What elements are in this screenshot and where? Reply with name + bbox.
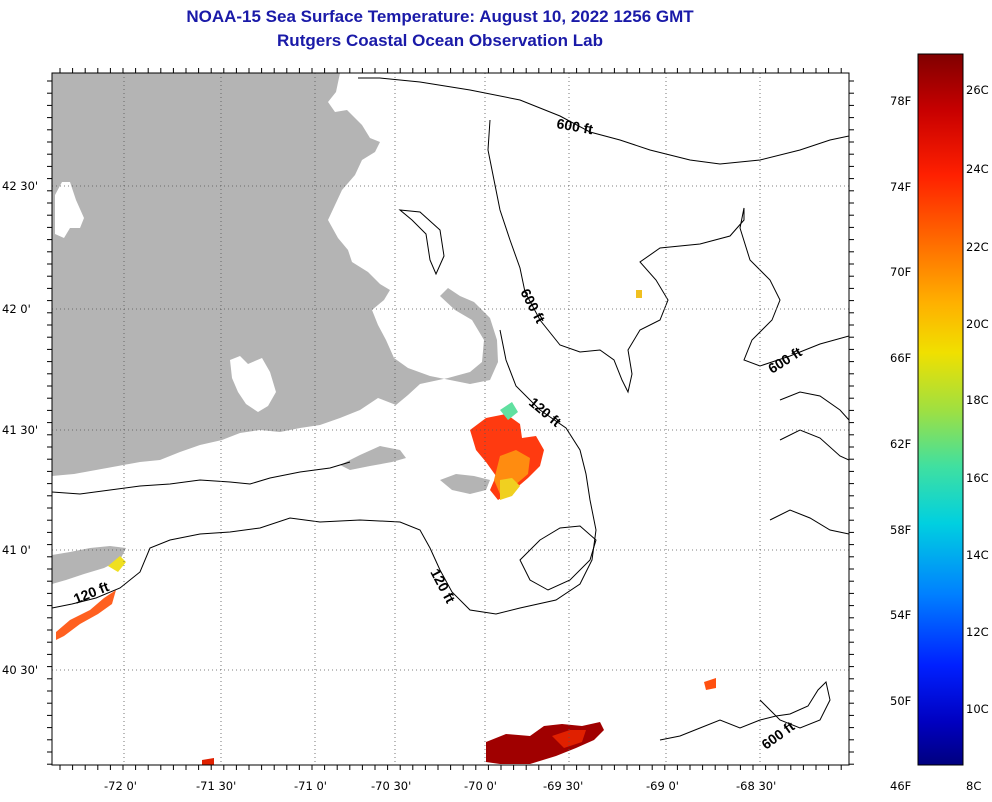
- map-gridlines: [52, 73, 849, 765]
- lat-label: 40 30': [2, 663, 38, 677]
- colorbar-f-label: 74F: [890, 180, 911, 194]
- lon-label: -71 0': [294, 779, 327, 793]
- colorbar-c-label: 18C: [966, 393, 989, 407]
- colorbar-c-label: 8C: [966, 779, 981, 793]
- lat-label: 41 0': [2, 543, 31, 557]
- sst-patch-yellow: [500, 478, 520, 500]
- latitude-labels: 42 30' 42 0' 41 30' 41 0' 40 30': [2, 179, 38, 677]
- map-ticks: [47, 68, 854, 770]
- contour-label-600ft: 600 ft: [555, 115, 594, 137]
- map-title: NOAA-15 Sea Surface Temperature: August …: [186, 7, 694, 26]
- colorbar: [917, 53, 964, 766]
- colorbar-celsius-labels: 26C 24C 22C 20C 18C 16C 14C 12C 10C 8C: [966, 83, 989, 793]
- lon-label: -70 30': [371, 779, 411, 793]
- lon-label: -69 30': [543, 779, 583, 793]
- lon-label: -71 30': [196, 779, 236, 793]
- lon-label: -69 0': [646, 779, 679, 793]
- lat-label: 42 0': [2, 302, 31, 316]
- lon-label: -70 0': [464, 779, 497, 793]
- land-nantucket: [440, 474, 490, 494]
- colorbar-f-label: 54F: [890, 608, 911, 622]
- sst-patch-southern-spot: [552, 730, 586, 748]
- colorbar-c-label: 26C: [966, 83, 989, 97]
- colorbar-fahrenheit-labels: 78F 74F 70F 66F 62F 58F 54F 50F 46F: [890, 94, 911, 793]
- colorbar-c-label: 16C: [966, 471, 989, 485]
- colorbar-c-label: 20C: [966, 317, 989, 331]
- colorbar-c-label: 24C: [966, 162, 989, 176]
- cloud-mask-patch: [55, 182, 84, 238]
- sst-patch-small: [636, 290, 642, 298]
- lon-label: -72 0': [104, 779, 137, 793]
- colorbar-c-label: 22C: [966, 240, 989, 254]
- colorbar-c-label: 10C: [966, 702, 989, 716]
- longitude-labels: -72 0' -71 30' -71 0' -70 30' -70 0' -69…: [104, 779, 776, 793]
- land-mainland: [52, 73, 498, 476]
- colorbar-c-label: 14C: [966, 548, 989, 562]
- colorbar-f-label: 78F: [890, 94, 911, 108]
- bathymetry-contours: [52, 77, 849, 741]
- sst-patch-longisland: [56, 590, 116, 640]
- colorbar-f-label: 66F: [890, 351, 911, 365]
- sst-patch-small: [202, 758, 214, 765]
- colorbar-f-label: 62F: [890, 437, 911, 451]
- colorbar-f-label: 46F: [890, 779, 911, 793]
- lat-label: 42 30': [2, 179, 38, 193]
- sst-patch-longisland-yellow: [108, 556, 126, 572]
- sst-patch-small: [704, 678, 716, 690]
- colorbar-f-label: 58F: [890, 523, 911, 537]
- sst-patch-cyan: [500, 402, 518, 420]
- lon-label: -68 30': [736, 779, 776, 793]
- colorbar-c-label: 12C: [966, 625, 989, 639]
- map-subtitle: Rutgers Coastal Ocean Observation Lab: [277, 31, 603, 50]
- colorbar-f-label: 70F: [890, 265, 911, 279]
- lat-label: 41 30': [2, 423, 38, 437]
- land-marthas-vineyard: [340, 446, 406, 470]
- land-long-island: [52, 546, 126, 584]
- colorbar-f-label: 50F: [890, 694, 911, 708]
- cloud-mask-patch: [230, 356, 276, 412]
